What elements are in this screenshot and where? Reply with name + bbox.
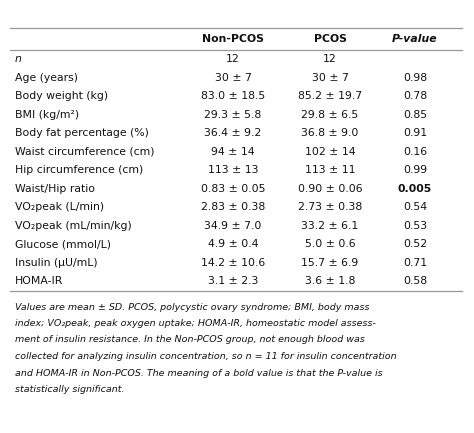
Text: and HOMA-IR in Non-PCOS. The meaning of a bold value is that the P-value is: and HOMA-IR in Non-PCOS. The meaning of … [15,368,383,378]
Text: 0.58: 0.58 [403,276,427,286]
Text: VO₂peak (mL/min/kg): VO₂peak (mL/min/kg) [15,221,132,231]
Text: 36.8 ± 9.0: 36.8 ± 9.0 [301,128,359,138]
Text: 102 ± 14: 102 ± 14 [305,147,356,157]
Text: Glucose (mmol/L): Glucose (mmol/L) [15,239,111,249]
Text: BMI (kg/m²): BMI (kg/m²) [15,110,79,120]
Text: 5.0 ± 0.6: 5.0 ± 0.6 [305,239,356,249]
Text: 14.2 ± 10.6: 14.2 ± 10.6 [201,258,265,268]
Text: 4.9 ± 0.4: 4.9 ± 0.4 [208,239,258,249]
Text: index; VO₂peak, peak oxygen uptake; HOMA-IR, homeostatic model assess-: index; VO₂peak, peak oxygen uptake; HOMA… [15,319,376,328]
Text: 83.0 ± 18.5: 83.0 ± 18.5 [201,91,265,101]
Text: Values are mean ± SD. PCOS, polycystic ovary syndrome; BMI, body mass: Values are mean ± SD. PCOS, polycystic o… [15,303,370,311]
Text: 113 ± 13: 113 ± 13 [208,165,258,175]
Text: Body fat percentage (%): Body fat percentage (%) [15,128,149,138]
Text: Non-PCOS: Non-PCOS [202,34,264,44]
Text: HOMA-IR: HOMA-IR [15,276,64,286]
Text: 0.90 ± 0.06: 0.90 ± 0.06 [298,184,362,194]
Text: 0.005: 0.005 [398,184,432,194]
Text: 2.73 ± 0.38: 2.73 ± 0.38 [298,202,362,212]
Text: 3.6 ± 1.8: 3.6 ± 1.8 [305,276,355,286]
Text: 3.1 ± 2.3: 3.1 ± 2.3 [208,276,258,286]
Text: 0.71: 0.71 [403,258,427,268]
Text: PCOS: PCOS [314,34,346,44]
Text: 0.53: 0.53 [403,221,427,231]
Text: statistically significant.: statistically significant. [15,385,125,394]
Text: 30 ± 7: 30 ± 7 [215,73,251,83]
Text: Age (years): Age (years) [15,73,78,83]
Text: ment of insulin resistance. In the Non-PCOS group, not enough blood was: ment of insulin resistance. In the Non-P… [15,336,365,345]
Text: 0.91: 0.91 [403,128,427,138]
Text: 29.8 ± 6.5: 29.8 ± 6.5 [301,110,359,120]
Text: 12: 12 [226,54,240,64]
Text: 0.54: 0.54 [403,202,427,212]
Text: 0.78: 0.78 [403,91,427,101]
Text: Insulin (μU/mL): Insulin (μU/mL) [15,258,98,268]
Text: 0.85: 0.85 [403,110,427,120]
Text: 113 ± 11: 113 ± 11 [305,165,355,175]
Text: Waist/Hip ratio: Waist/Hip ratio [15,184,95,194]
Text: 0.52: 0.52 [403,239,427,249]
Text: 2.83 ± 0.38: 2.83 ± 0.38 [201,202,265,212]
Text: 0.99: 0.99 [403,165,427,175]
Text: 15.7 ± 6.9: 15.7 ± 6.9 [301,258,359,268]
Text: 34.9 ± 7.0: 34.9 ± 7.0 [204,221,262,231]
Text: 85.2 ± 19.7: 85.2 ± 19.7 [298,91,362,101]
Text: P-value: P-value [392,34,438,44]
Text: n: n [15,54,22,64]
Text: 0.98: 0.98 [403,73,427,83]
Text: 33.2 ± 6.1: 33.2 ± 6.1 [301,221,359,231]
Text: 30 ± 7: 30 ± 7 [311,73,348,83]
Text: 0.16: 0.16 [403,147,427,157]
Text: 94 ± 14: 94 ± 14 [211,147,255,157]
Text: Body weight (kg): Body weight (kg) [15,91,108,101]
Text: VO₂peak (L/min): VO₂peak (L/min) [15,202,104,212]
Text: Waist circumference (cm): Waist circumference (cm) [15,147,155,157]
Text: Hip circumference (cm): Hip circumference (cm) [15,165,143,175]
Text: 36.4 ± 9.2: 36.4 ± 9.2 [204,128,262,138]
Text: 12: 12 [323,54,337,64]
Text: 29.3 ± 5.8: 29.3 ± 5.8 [204,110,262,120]
Text: collected for analyzing insulin concentration, so n = 11 for insulin concentrati: collected for analyzing insulin concentr… [15,352,397,361]
Text: 0.83 ± 0.05: 0.83 ± 0.05 [201,184,265,194]
